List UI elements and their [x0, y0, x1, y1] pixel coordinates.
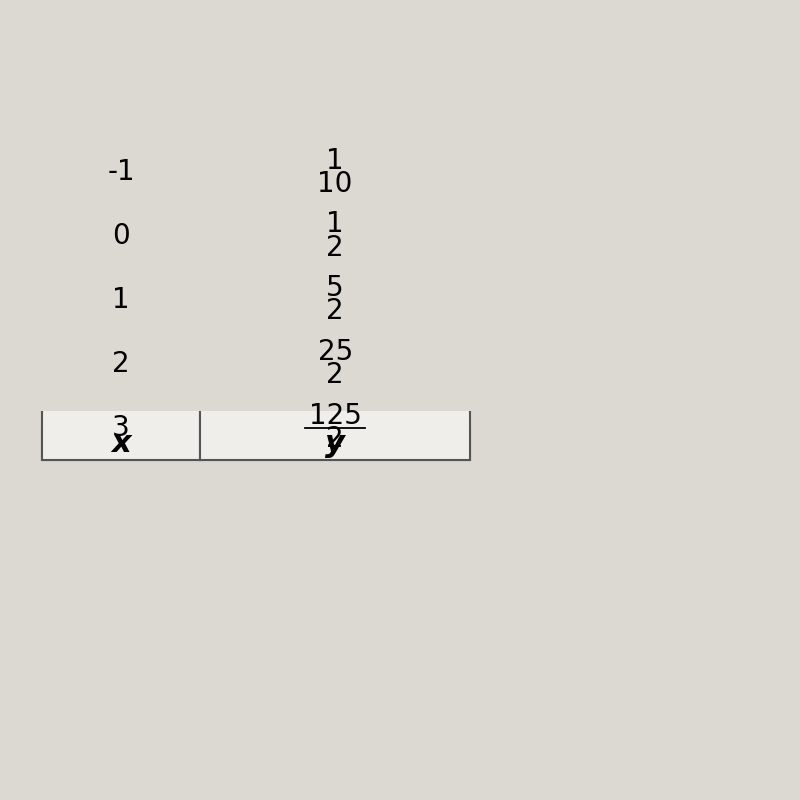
Text: -1: -1: [107, 158, 135, 186]
Text: 2: 2: [112, 350, 130, 378]
Bar: [200, 268, 470, 332]
Bar: [42, 268, 200, 332]
Text: 2: 2: [326, 234, 344, 262]
Bar: [42, 204, 200, 268]
Bar: [200, 140, 470, 204]
Bar: [42, 140, 200, 204]
Text: 25: 25: [318, 338, 353, 366]
Text: 2: 2: [326, 298, 344, 326]
Text: y: y: [326, 429, 345, 458]
Bar: [200, 204, 470, 268]
Text: x: x: [111, 429, 131, 458]
Bar: [42, 396, 200, 460]
Text: 2: 2: [326, 426, 344, 454]
Text: 125: 125: [309, 402, 362, 430]
Text: 10: 10: [318, 170, 353, 198]
Text: 0: 0: [112, 222, 130, 250]
Bar: [42, 426, 200, 460]
Text: 1: 1: [112, 286, 130, 314]
Bar: [200, 332, 470, 396]
Text: 5: 5: [326, 274, 344, 302]
Bar: [42, 332, 200, 396]
Text: 2: 2: [326, 362, 344, 390]
Bar: [200, 426, 470, 460]
Bar: [200, 396, 470, 460]
Text: 3: 3: [112, 414, 130, 442]
Text: 1: 1: [326, 210, 344, 238]
Text: 1: 1: [326, 146, 344, 174]
